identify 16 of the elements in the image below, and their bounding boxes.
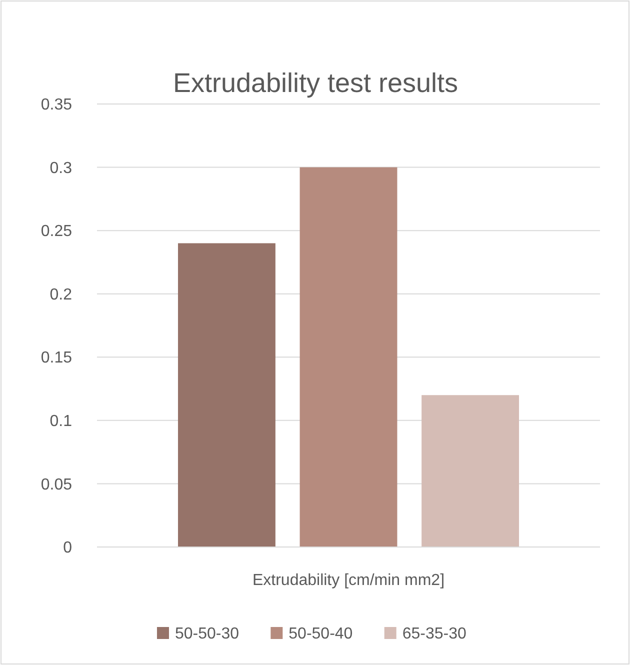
- legend-label: 50-50-30: [174, 626, 240, 643]
- y-tick-label: 0.1: [50, 413, 72, 430]
- y-tick-label: 0.3: [50, 160, 72, 177]
- bar: [422, 395, 520, 547]
- y-tick-label: 0.2: [50, 286, 72, 304]
- legend-label: 50-50-40: [288, 626, 353, 643]
- y-tick-label: 0: [63, 540, 72, 557]
- x-tick-label: Extrudability [cm/min mm2]: [252, 572, 445, 589]
- y-tick-label: 0.35: [40, 96, 72, 114]
- chart-title: Extrudability test results: [172, 68, 458, 98]
- bar: [300, 167, 398, 547]
- bar: [178, 243, 276, 547]
- y-tick-label: 0.15: [40, 350, 72, 367]
- legend-label: 65-35-30: [402, 626, 466, 643]
- y-tick-label: 0.05: [40, 476, 72, 494]
- y-tick-label: 0.25: [40, 223, 72, 240]
